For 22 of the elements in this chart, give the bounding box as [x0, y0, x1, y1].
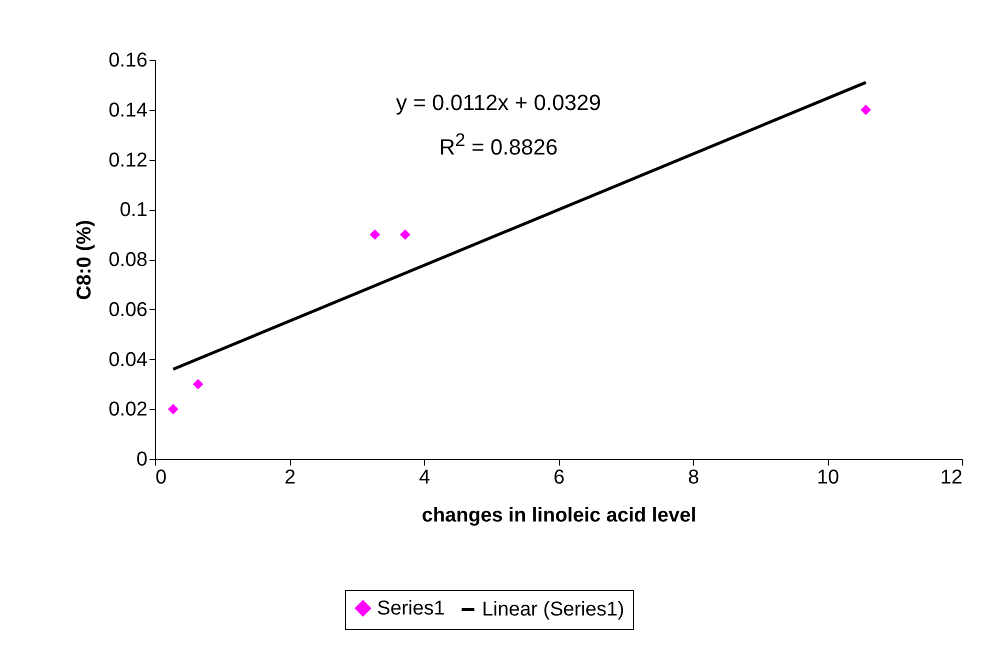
x-tick-label: 10 — [816, 466, 840, 488]
x-tick-label: 4 — [418, 466, 430, 488]
y-tick-label: 0.06 — [108, 298, 148, 321]
y-tick-label: 0.02 — [108, 398, 148, 421]
x-tick-label: 0 — [156, 466, 167, 488]
annotation: y = 0.0112x + 0.0329 — [394, 90, 602, 116]
y-tick-label: 0.08 — [108, 249, 148, 271]
x-tick-label: 6 — [553, 466, 565, 488]
y-axis-title: C8:0 (%) — [74, 220, 96, 300]
x-tick-label: 2 — [284, 466, 296, 488]
x-tick-label: 12 — [940, 466, 962, 488]
y-tick-label: 0.12 — [108, 149, 148, 172]
annotation: R$^{2}$ = 0.8826 — [438, 129, 559, 160]
y-tick-label: 0.04 — [108, 348, 148, 371]
x-axis-title: changes in linoleic acid level — [422, 504, 696, 526]
legend-label: Series1 — [377, 597, 445, 620]
y-tick-label: 0.1 — [120, 199, 148, 222]
y-tick-label: 0.14 — [108, 99, 148, 122]
legend-label: Linear (Series1) — [482, 598, 624, 620]
y-tick-label: 0.16 — [108, 50, 148, 72]
x-tick-label: 8 — [688, 466, 700, 488]
y-tick-label: 0 — [136, 448, 148, 470]
